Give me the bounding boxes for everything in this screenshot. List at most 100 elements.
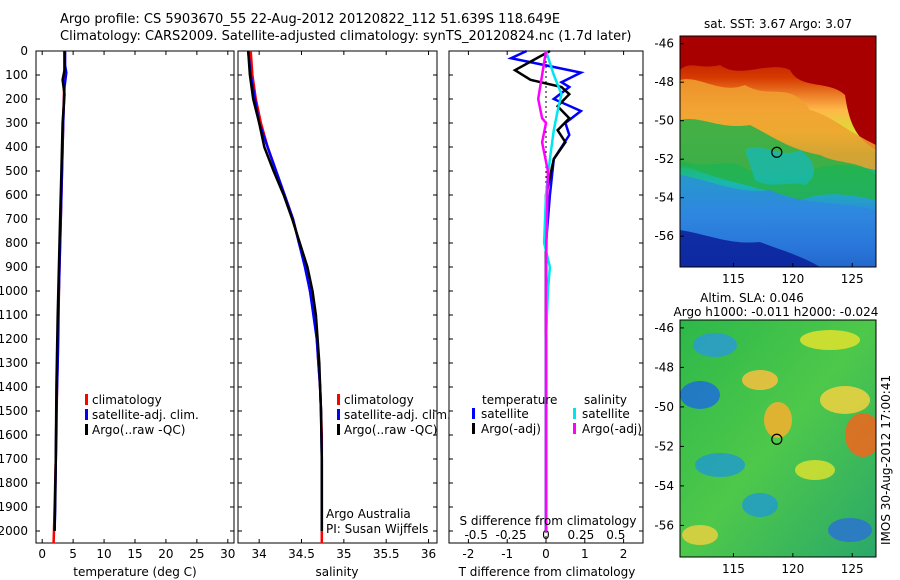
map-bottom-frame (679, 319, 877, 558)
map-lat-label: -56 (654, 229, 674, 243)
depth-tick-label: 1200 (0, 332, 28, 346)
legend-swatch-climatology (85, 394, 88, 405)
salinity-xlabel: salinity (315, 565, 358, 579)
depth-tick-label: 1000 (0, 284, 28, 298)
difference-panel: -2 -1 0 1 2 -0.5 -0.25 0 0.25 0.5 (462, 49, 628, 561)
s-diff-tick-label: 0 (542, 528, 550, 542)
x-tick-label: 36 (421, 547, 436, 561)
map-lat-label: -54 (654, 479, 674, 493)
argo-location-marker (771, 433, 783, 445)
map-lat-label: -50 (654, 400, 674, 414)
x-tick-label: -2 (462, 547, 474, 561)
series-line (53, 51, 66, 532)
x-tick-label: 25 (189, 547, 204, 561)
x-tick-label: 15 (127, 547, 142, 561)
legend-label-satellite: satellite-adj. clim. (92, 408, 199, 422)
legend-label-salinity-argo: Argo(-adj) (582, 422, 642, 436)
depth-tick-label: 900 (5, 260, 28, 274)
legend-group-salinity: salinity (584, 393, 627, 407)
depth-tick-label: 300 (5, 116, 28, 130)
map-lat-label: -52 (654, 152, 674, 166)
legend-label-temperature-argo: Argo(-adj) (481, 422, 541, 436)
legend-label-climatology: climatology (92, 393, 162, 407)
map-lon-label: 115 (722, 562, 745, 576)
x-tick-label: 5 (69, 547, 77, 561)
map-lon-label: 115 (722, 272, 745, 286)
map-bottom-axes: -46 -48 -50 -52 -54 -56 115 120 125 (654, 321, 863, 576)
map-lon-label: 125 (841, 272, 864, 286)
legend-swatch-temperature-argo (472, 423, 475, 434)
map-top-field (680, 36, 876, 267)
legend-swatch-temperature-satellite (472, 408, 475, 419)
map-lat-label: -56 (654, 518, 674, 532)
map-bottom-field (680, 320, 876, 557)
legend-label-argo: Argo(..raw -QC) (92, 423, 185, 437)
difference-xlabel: T difference from climatology (458, 565, 636, 579)
legend-label-climatology: climatology (344, 393, 414, 407)
x-tick-label: 34 (252, 547, 267, 561)
salinity-legend: climatology satellite-adj. clim. Argo(..… (337, 393, 451, 437)
map-lat-label: -48 (654, 75, 674, 89)
imos-timestamp: IMOS 30-Aug-2012 17:00:41 (879, 375, 893, 545)
depth-tick-label: 1400 (0, 380, 28, 394)
legend-swatch-satellite (85, 409, 88, 420)
map-lat-label: -46 (654, 37, 674, 51)
depth-tick-label: 2000 (0, 524, 28, 538)
depth-tick-label: 800 (5, 236, 28, 250)
s-diff-tick-label: -0.25 (496, 528, 527, 542)
legend-label-argo: Argo(..raw -QC) (344, 423, 437, 437)
map-bottom-title-1: Altim. SLA: 0.046 (700, 291, 804, 305)
depth-tick-label: 0 (20, 44, 28, 58)
x-tick-label: 34.5 (288, 547, 315, 561)
s-diff-tick-label: 0.5 (606, 528, 625, 542)
header-line-2: Climatology: CARS2009. Satellite-adjuste… (60, 29, 632, 44)
x-tick-label: 35.5 (373, 547, 400, 561)
series-line (536, 50, 550, 531)
s-diff-tick-label: 0.25 (568, 528, 595, 542)
difference-title: S difference from climatology (460, 514, 637, 528)
depth-tick-label: 400 (5, 140, 28, 154)
salinity-panel: 34 34.5 35 35.5 36 (246, 50, 436, 561)
x-tick-label: 0 (38, 547, 46, 561)
legend-swatch-satellite (337, 409, 340, 420)
argo-location-marker (771, 146, 783, 158)
legend-swatch-salinity-satellite (573, 408, 576, 419)
depth-tick-label: 600 (5, 188, 28, 202)
x-tick-label: 30 (220, 547, 235, 561)
depth-tick-label: 700 (5, 212, 28, 226)
depth-tick-label: 1500 (0, 404, 28, 418)
map-lat-label: -48 (654, 360, 674, 374)
temperature-xlabel: temperature (deg C) (73, 565, 196, 579)
legend-swatch-salinity-argo (573, 423, 576, 434)
map-lon-label: 120 (781, 272, 804, 286)
panel-temperature-frame (35, 50, 235, 544)
x-tick-label: 2 (620, 547, 628, 561)
map-lat-label: -46 (654, 321, 674, 335)
s-diff-tick-label: -0.5 (464, 528, 487, 542)
depth-tick-label: 1800 (0, 476, 28, 490)
depth-tick-label: 1100 (0, 308, 28, 322)
legend-group-temperature: temperature (482, 393, 557, 407)
map-top-frame (679, 35, 877, 268)
x-tick-label: -1 (501, 547, 513, 561)
x-tick-label: 35 (336, 547, 351, 561)
depth-tick-label: 1600 (0, 428, 28, 442)
x-tick-label: 1 (581, 547, 589, 561)
legend-label-temperature-satellite: satellite (481, 407, 529, 421)
panel-salinity-frame (237, 50, 438, 544)
map-lon-label: 125 (841, 562, 864, 576)
legend-swatch-argo (337, 424, 340, 435)
map-top-title: sat. SST: 3.67 Argo: 3.07 (704, 17, 852, 31)
difference-legend: temperature salinity satellite Argo(-adj… (472, 393, 642, 436)
legend-label-satellite: satellite-adj. clim. (344, 408, 451, 422)
depth-tick-label: 100 (5, 68, 28, 82)
credit-line-1: Argo Australia (326, 507, 411, 521)
depth-tick-label: 200 (5, 92, 28, 106)
map-lat-label: -50 (654, 114, 674, 128)
x-tick-label: 0 (542, 547, 550, 561)
map-lat-label: -54 (654, 191, 674, 205)
temperature-panel: 0 5 10 15 20 25 30 (38, 51, 235, 561)
map-lat-label: -52 (654, 439, 674, 453)
legend-swatch-argo (85, 424, 88, 435)
